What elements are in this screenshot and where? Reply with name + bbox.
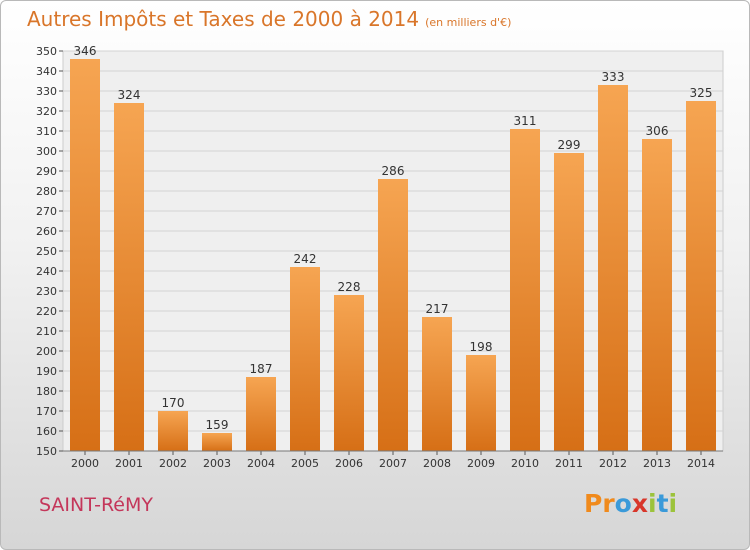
bar-2012 (598, 85, 628, 451)
y-tick-label: 230 (36, 285, 57, 298)
data-label-2011: 299 (558, 138, 581, 152)
y-tick-label: 240 (36, 265, 57, 278)
y-tick-label: 150 (36, 445, 57, 458)
logo-letter: x (631, 489, 648, 518)
bar-2011 (554, 153, 584, 451)
data-label-2001: 324 (118, 88, 141, 102)
y-tick-label: 340 (36, 65, 57, 78)
chart-title: Autres Impôts et Taxes de 2000 à 2014 (en… (27, 7, 511, 31)
y-tick-label: 300 (36, 145, 57, 158)
bar-2004 (246, 377, 276, 451)
data-label-2002: 170 (162, 396, 185, 410)
data-label-2012: 333 (602, 70, 625, 84)
x-tick-label: 2009 (467, 457, 495, 470)
proxiti-logo: Proxiti (584, 489, 677, 518)
data-label-2010: 311 (514, 114, 537, 128)
y-tick-label: 180 (36, 385, 57, 398)
data-label-2009: 198 (470, 340, 493, 354)
y-tick-label: 250 (36, 245, 57, 258)
bar-2003 (202, 433, 232, 451)
x-tick-label: 2004 (247, 457, 275, 470)
x-tick-label: 2012 (599, 457, 627, 470)
logo-letter: P (584, 489, 603, 518)
x-tick-label: 2006 (335, 457, 363, 470)
x-tick-label: 2007 (379, 457, 407, 470)
y-tick-label: 330 (36, 85, 57, 98)
logo-letter: r (602, 489, 615, 518)
bar-2008 (422, 317, 452, 451)
bar-2009 (466, 355, 496, 451)
data-label-2000: 346 (74, 44, 97, 58)
bars: 346 324 170 159 187 242 228 286 217 198 311 299 333 3… (70, 44, 716, 451)
bar-2006 (334, 295, 364, 451)
x-tick-label: 2000 (71, 457, 99, 470)
x-tick-label: 2008 (423, 457, 451, 470)
y-tick-label: 200 (36, 345, 57, 358)
y-tick-label: 280 (36, 185, 57, 198)
y-tick-label: 320 (36, 105, 57, 118)
y-tick-label: 210 (36, 325, 57, 338)
y-tick-label: 260 (36, 225, 57, 238)
data-label-2006: 228 (338, 280, 361, 294)
logo-letter: t (656, 489, 669, 518)
x-tick-label: 2002 (159, 457, 187, 470)
bar-2000 (70, 59, 100, 451)
y-tick-label: 270 (36, 205, 57, 218)
x-tick-label: 2010 (511, 457, 539, 470)
x-tick-label: 2013 (643, 457, 671, 470)
y-tick-label: 170 (36, 405, 57, 418)
logo-letter: o (614, 489, 632, 518)
x-tick-label: 2011 (555, 457, 583, 470)
y-tick-label: 310 (36, 125, 57, 138)
x-tick-label: 2005 (291, 457, 319, 470)
commune-name: SAINT-RéMY (39, 494, 153, 516)
data-label-2008: 217 (426, 302, 449, 316)
data-label-2014: 325 (690, 86, 713, 100)
x-tick-label: 2014 (687, 457, 715, 470)
chart-title-main: Autres Impôts et Taxes de 2000 à 2014 (27, 7, 420, 31)
y-tick-label: 190 (36, 365, 57, 378)
y-tick-label: 220 (36, 305, 57, 318)
x-axis: 2000 2001 2002 2003 2004 2005 2006 2007 2008 2009… (63, 450, 723, 470)
bar-2007 (378, 179, 408, 451)
y-tick-label: 290 (36, 165, 57, 178)
logo-letter: i (668, 489, 678, 518)
bar-2014 (686, 101, 716, 451)
bar-2010 (510, 129, 540, 451)
bar-2002 (158, 411, 188, 451)
logo-letter: i (648, 489, 657, 518)
chart-title-unit: (en milliers d'€) (425, 16, 512, 29)
x-tick-label: 2003 (203, 457, 231, 470)
data-label-2007: 286 (382, 164, 405, 178)
y-axis: 150 160 170 180 190 200 210 220 230 240 250 260 270 2… (36, 45, 63, 458)
y-tick-label: 160 (36, 425, 57, 438)
data-label-2013: 306 (646, 124, 669, 138)
data-label-2004: 187 (250, 362, 273, 376)
bar-2005 (290, 267, 320, 451)
x-tick-label: 2001 (115, 457, 143, 470)
bar-2001 (114, 103, 144, 451)
bar-2013 (642, 139, 672, 451)
data-label-2003: 159 (206, 418, 229, 432)
data-label-2005: 242 (294, 252, 317, 266)
y-tick-label: 350 (36, 45, 57, 58)
